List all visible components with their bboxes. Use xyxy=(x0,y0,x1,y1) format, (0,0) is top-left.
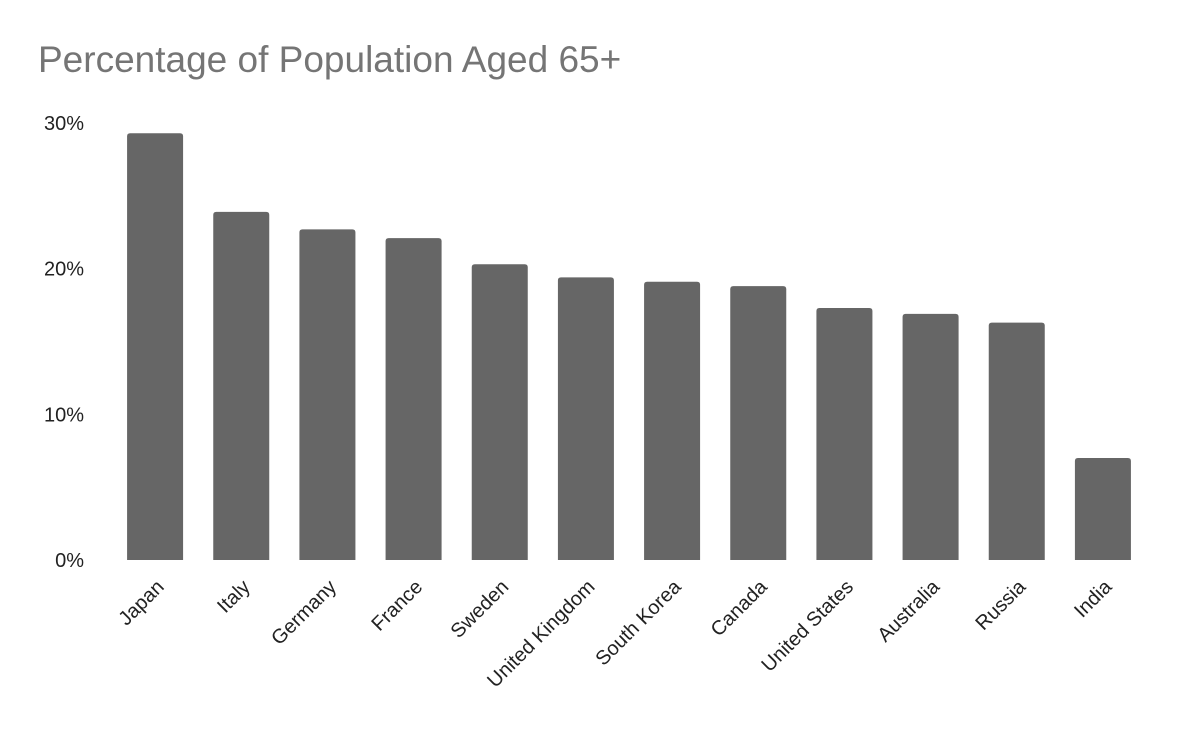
bar-france xyxy=(385,238,442,560)
bar-canada xyxy=(730,286,787,560)
bar-sweden xyxy=(471,264,528,560)
x-tick-label: Canada xyxy=(707,575,773,641)
y-tick-label: 30% xyxy=(44,113,84,135)
x-tick-label: Italy xyxy=(213,576,254,617)
x-tick-label: France xyxy=(368,576,428,636)
x-tick-label: United States xyxy=(757,576,857,676)
bar-japan xyxy=(127,133,184,561)
bar-russia xyxy=(988,322,1045,560)
bar-united-states xyxy=(816,307,873,560)
bar-united-kingdom xyxy=(557,277,614,560)
bar-germany xyxy=(299,229,356,560)
bar-south-korea xyxy=(644,281,701,560)
y-tick-label: 10% xyxy=(44,404,84,426)
x-tick-label: Australia xyxy=(874,575,945,646)
y-tick-label: 0% xyxy=(55,550,84,572)
chart-title: Percentage of Population Aged 65+ xyxy=(38,39,622,80)
bars xyxy=(127,133,1131,561)
x-tick-label: Germany xyxy=(267,576,341,650)
y-tick-label: 20% xyxy=(44,259,84,281)
x-tick-label: South Korea xyxy=(591,575,686,670)
x-tick-label: Sweden xyxy=(447,576,514,643)
bar-india xyxy=(1074,458,1131,560)
x-tick-label: Russia xyxy=(971,575,1030,634)
x-tick-label: Japan xyxy=(115,576,169,630)
y-axis-ticks: 0% 10% 20% 30% xyxy=(44,113,84,572)
bar-italy xyxy=(213,211,270,560)
bar-australia xyxy=(902,313,959,560)
x-tick-label: India xyxy=(1070,575,1117,622)
